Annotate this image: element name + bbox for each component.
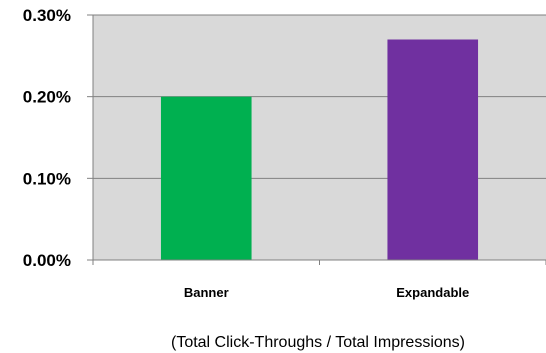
x-category-label: Banner	[184, 285, 229, 300]
bar-banner	[160, 96, 252, 261]
bars	[160, 39, 479, 261]
chart-note: (Total Click-Throughs / Total Impression…	[171, 334, 465, 351]
y-tick-label: 0.20%	[23, 88, 71, 107]
y-tick-label: 0.30%	[23, 6, 71, 25]
bar-expandable	[387, 39, 479, 260]
y-tick-label: 0.10%	[23, 169, 71, 188]
labels: 0.00% 0.10% 0.20% 0.30% Banner Expandable	[23, 6, 469, 300]
x-category-label: Expandable	[396, 285, 469, 300]
y-tick-label: 0.00%	[23, 251, 71, 270]
axes	[87, 14, 546, 265]
